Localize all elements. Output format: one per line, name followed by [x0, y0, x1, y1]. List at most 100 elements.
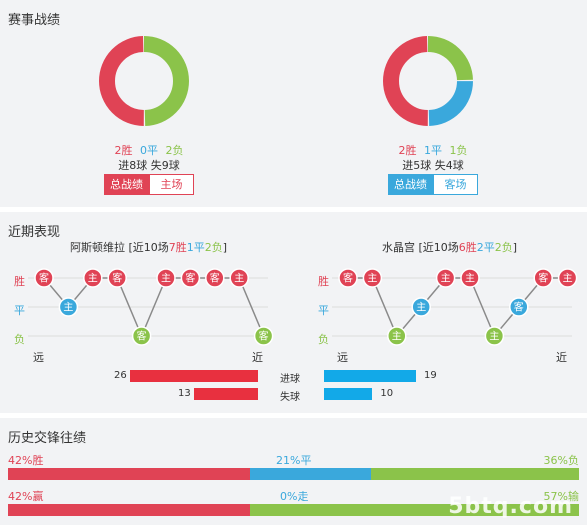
home-form-point-label: 客: [112, 272, 122, 285]
away-tabs: 总战绩 客场: [388, 174, 478, 195]
away-form-point-label: 客: [538, 272, 548, 285]
away-form-header: 水晶宫 [近10场6胜2平2负]: [382, 239, 517, 255]
away-goals-for-value: 19: [424, 370, 437, 381]
home-goals-against-value: 13: [178, 388, 191, 399]
home-form-point-label: 主: [63, 302, 73, 314]
h2h-handicap-segment-win: [8, 504, 251, 516]
home-donut-win-slice: [99, 36, 189, 126]
away-form-point[interactable]: 客: [533, 268, 553, 288]
record-title: 赛事战绩: [8, 13, 61, 28]
h2h-win-pct: 42%胜: [8, 454, 44, 467]
home-form-chart: 客主主 客客主客客主客: [28, 268, 274, 346]
home-form-line: [43, 277, 265, 338]
away-record-donut: [383, 36, 473, 126]
home-axis-draw: 平: [14, 304, 25, 317]
away-summary-draw: 2平: [476, 241, 495, 254]
home-form-point[interactable]: 客: [34, 268, 54, 288]
away-win-count: 2胜: [398, 144, 417, 157]
away-record: 2胜 1平 1负 进5球 失4球 总战绩 客场: [333, 28, 533, 200]
h2h-result-segment-draw: [250, 468, 372, 480]
away-form-point[interactable]: 主: [460, 268, 480, 288]
home-goals-for-bar: [130, 370, 258, 382]
home-form-point[interactable]: 客: [131, 326, 152, 346]
tab-home-overall[interactable]: 总战绩: [104, 174, 149, 195]
away-loss-count: 1负: [449, 144, 468, 157]
home-record: 2胜 0平 2负 进8球 失9球 总战绩 主场: [49, 28, 249, 200]
home-form-point[interactable]: 主: [229, 268, 249, 288]
away-summary-prefix: [近10场: [418, 241, 459, 254]
watermark: 5btq.com: [448, 494, 573, 519]
home-form-point[interactable]: 客: [253, 326, 274, 346]
h2h-handicap-labels: 42%赢 0%走 57%输: [8, 488, 579, 503]
home-form-point[interactable]: 客: [107, 268, 127, 288]
h2h-result-bar: [8, 468, 579, 480]
home-record-donut: [99, 36, 189, 126]
home-form-point[interactable]: 客: [205, 268, 225, 288]
away-form-point[interactable]: 主: [362, 268, 383, 288]
home-axis-near: 近: [252, 351, 263, 364]
home-axis-win: 胜: [14, 275, 25, 288]
home-tabs: 总战绩 主场: [104, 174, 194, 195]
home-summary-suffix: ]: [222, 241, 228, 254]
away-goals-against-value: 10: [380, 388, 394, 399]
h2h-title: 历史交锋往绩: [8, 431, 87, 446]
home-summary-draw: 1平: [186, 241, 205, 254]
home-form-point-label: 主: [88, 273, 98, 285]
away-form-point-label: 主: [392, 331, 402, 343]
away-form-point[interactable]: 主: [387, 326, 407, 346]
home-goals: 进8球 失9球: [118, 159, 180, 172]
tab-away-venue[interactable]: 客场: [433, 174, 478, 195]
h2h-handicap-bar: [8, 504, 579, 516]
home-draw-count: 0平: [140, 144, 158, 157]
away-form-point-label: 主: [489, 331, 499, 343]
away-form-point[interactable]: 主: [411, 297, 431, 317]
away-form-point-label: 客: [514, 301, 524, 314]
home-form-point[interactable]: 主: [156, 268, 176, 288]
away-form-point-label: 主: [441, 273, 451, 285]
away-axis-win: 胜: [318, 275, 329, 288]
home-form-point[interactable]: 主: [58, 297, 79, 317]
home-form-header: 阿斯顿维拉 [近10场7胜1平2负]: [70, 239, 227, 255]
home-form-point[interactable]: 客: [180, 268, 201, 288]
home-summary-prefix: [近10场: [128, 241, 169, 254]
away-axis-loss: 负: [318, 333, 329, 346]
away-summary-loss: 2负: [494, 241, 513, 254]
h2h-handicap-segment-loss: [250, 504, 579, 516]
home-summary-loss: 2负: [204, 241, 223, 254]
home-team-name: 阿斯顿维拉: [70, 241, 125, 254]
recent-form-title: 近期表现: [8, 225, 61, 240]
home-record-line: 2胜 0平 2负: [49, 142, 249, 158]
h2h-draw-pct: 21%平: [276, 454, 312, 467]
away-form-point[interactable]: 主: [484, 326, 505, 346]
away-form-point[interactable]: 客: [509, 297, 529, 317]
h2h-cover-pct: 42%赢: [8, 490, 44, 503]
away-form-point[interactable]: 客: [338, 268, 358, 288]
away-form-point[interactable]: 主: [435, 268, 456, 288]
home-summary-win: 7胜: [168, 241, 187, 254]
h2h-loss-pct: 36%负: [543, 454, 579, 467]
home-win-count: 2胜: [114, 144, 133, 157]
home-goals-against-bar: [194, 388, 258, 400]
away-team-name: 水晶宫: [382, 241, 415, 254]
away-donut-loss-slice: [383, 36, 473, 126]
home-donut-loss-slice: [99, 36, 189, 126]
home-form-point[interactable]: 主: [83, 268, 103, 288]
home-loss-count: 2负: [165, 144, 184, 157]
away-goals-against-bar: [324, 388, 373, 400]
away-axis-draw: 平: [318, 304, 329, 317]
home-form-point-label: 客: [259, 330, 269, 343]
home-form-point-label: 客: [137, 330, 147, 343]
away-form-point[interactable]: 主: [557, 268, 578, 288]
home-form-point-label: 主: [234, 273, 244, 285]
home-form-point-label: 主: [161, 273, 171, 285]
away-form-point-label: 主: [465, 273, 475, 285]
away-goals: 进5球 失4球: [402, 159, 464, 172]
away-form-line: [348, 277, 568, 338]
home-axis-far: 远: [33, 351, 44, 364]
tab-home-venue[interactable]: 主场: [149, 174, 194, 195]
away-summary-win: 6胜: [458, 241, 477, 254]
home-form-point-label: 客: [210, 272, 220, 285]
record-panel: 赛事战绩 2胜 0平 2负 进8球 失9球 总战绩 主场 2胜 1平 1负 进5…: [0, 0, 587, 207]
tab-away-overall[interactable]: 总战绩: [388, 174, 433, 195]
home-goals-for-value: 26: [114, 370, 127, 381]
